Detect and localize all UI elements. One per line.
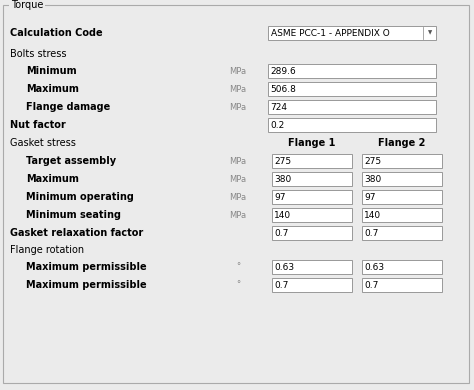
Text: Flange rotation: Flange rotation — [10, 245, 84, 255]
Text: °: ° — [236, 262, 240, 271]
FancyBboxPatch shape — [268, 82, 436, 96]
Text: Maximum permissible: Maximum permissible — [26, 280, 146, 290]
FancyBboxPatch shape — [272, 226, 352, 240]
Text: 289.6: 289.6 — [270, 67, 296, 76]
FancyBboxPatch shape — [268, 100, 436, 114]
Text: °: ° — [236, 280, 240, 289]
Text: Minimum: Minimum — [26, 66, 77, 76]
Text: 97: 97 — [274, 193, 285, 202]
Text: Flange 2: Flange 2 — [378, 138, 426, 148]
Text: Bolts stress: Bolts stress — [10, 49, 66, 59]
Text: 0.7: 0.7 — [364, 229, 378, 238]
Text: 0.7: 0.7 — [274, 229, 288, 238]
FancyBboxPatch shape — [362, 226, 442, 240]
FancyBboxPatch shape — [272, 260, 352, 274]
FancyBboxPatch shape — [268, 118, 436, 132]
FancyBboxPatch shape — [272, 154, 352, 168]
FancyBboxPatch shape — [3, 5, 469, 383]
FancyBboxPatch shape — [362, 208, 442, 222]
Text: 275: 275 — [274, 156, 291, 165]
FancyBboxPatch shape — [272, 172, 352, 186]
Text: 0.7: 0.7 — [274, 280, 288, 289]
Text: 380: 380 — [274, 174, 291, 184]
Text: MPa: MPa — [229, 174, 246, 184]
Text: Calculation Code: Calculation Code — [10, 28, 103, 38]
Text: 724: 724 — [270, 103, 287, 112]
FancyBboxPatch shape — [362, 260, 442, 274]
Text: Maximum permissible: Maximum permissible — [26, 262, 146, 272]
FancyBboxPatch shape — [272, 190, 352, 204]
Text: 506.8: 506.8 — [270, 85, 296, 94]
Text: ASME PCC-1 - APPENDIX O: ASME PCC-1 - APPENDIX O — [271, 28, 390, 37]
FancyBboxPatch shape — [268, 64, 436, 78]
Text: Maximum: Maximum — [26, 174, 79, 184]
Text: Gasket relaxation factor: Gasket relaxation factor — [10, 228, 143, 238]
Text: 275: 275 — [364, 156, 381, 165]
Text: 0.2: 0.2 — [270, 121, 284, 129]
Text: MPa: MPa — [229, 85, 246, 94]
Text: Maximum: Maximum — [26, 84, 79, 94]
Text: Minimum operating: Minimum operating — [26, 192, 134, 202]
Text: 140: 140 — [274, 211, 291, 220]
FancyBboxPatch shape — [362, 172, 442, 186]
Text: 97: 97 — [364, 193, 375, 202]
Text: Gasket stress: Gasket stress — [10, 138, 76, 148]
Text: 0.63: 0.63 — [364, 262, 384, 271]
Text: Torque: Torque — [11, 0, 44, 10]
FancyBboxPatch shape — [272, 278, 352, 292]
FancyBboxPatch shape — [362, 154, 442, 168]
Text: 0.7: 0.7 — [364, 280, 378, 289]
FancyBboxPatch shape — [272, 208, 352, 222]
Text: MPa: MPa — [229, 211, 246, 220]
Text: MPa: MPa — [229, 103, 246, 112]
Text: 0.63: 0.63 — [274, 262, 294, 271]
Text: 380: 380 — [364, 174, 381, 184]
Text: Minimum seating: Minimum seating — [26, 210, 121, 220]
Text: Flange 1: Flange 1 — [288, 138, 336, 148]
Text: MPa: MPa — [229, 156, 246, 165]
Text: ▼: ▼ — [428, 30, 432, 35]
FancyBboxPatch shape — [362, 190, 442, 204]
FancyBboxPatch shape — [268, 26, 436, 40]
Text: Flange damage: Flange damage — [26, 102, 110, 112]
FancyBboxPatch shape — [362, 278, 442, 292]
Text: MPa: MPa — [229, 193, 246, 202]
Text: Target assembly: Target assembly — [26, 156, 116, 166]
Text: Nut factor: Nut factor — [10, 120, 66, 130]
Text: 140: 140 — [364, 211, 381, 220]
Text: MPa: MPa — [229, 67, 246, 76]
